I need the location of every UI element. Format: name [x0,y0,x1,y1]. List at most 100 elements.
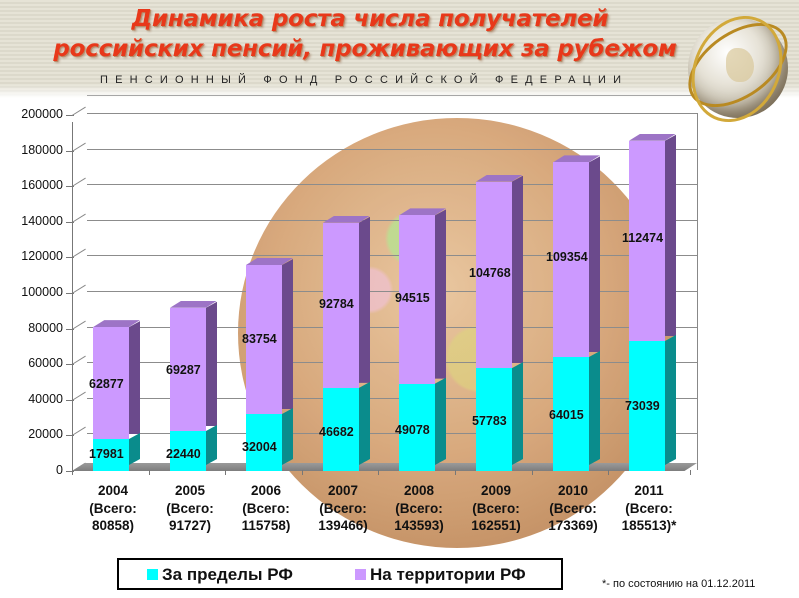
y-tick-mark [66,364,74,365]
y-tick-label: 0 [56,463,63,477]
x-label-line: 2009 [480,483,512,498]
y-tick-mark [66,257,74,258]
y-tick-mark [66,151,74,152]
value-label-abroad: 64015 [549,408,584,422]
x-tick-mark [608,470,609,475]
chart-title-line2: российских пенсий, проживающих за рубежо… [53,36,677,62]
y-tick-label: 200000 [21,107,63,121]
y-tick-label: 140000 [21,214,63,228]
y-tick-connector [71,355,86,365]
x-label-2008: 2008 (Всего: 143593) [381,482,457,535]
y-tick-mark [66,186,74,187]
y-tick-connector [71,177,86,187]
x-label-line: 173369) [548,518,598,533]
legend-swatch-abroad [147,569,158,580]
value-label-home: 104768 [469,266,511,280]
x-label-line: 185513)* [621,518,677,533]
y-tick-label: 180000 [21,143,63,157]
x-label-2011: 2011 (Всего: 185513)* [611,482,687,535]
y-tick-connector [71,320,86,330]
value-label-home: 112474 [622,231,664,245]
x-label-line: 80858) [91,518,135,533]
value-label-home: 92784 [319,297,354,311]
y-tick-connector [71,391,86,401]
y-tick-label: 20000 [28,427,63,441]
x-tick-mark [455,470,456,475]
x-label-line: (Всего: [472,500,520,516]
gridline [87,291,697,292]
y-tick-connector [71,426,86,436]
x-label-2006: 2006 (Всего: 115758) [228,482,304,535]
x-label-line: (Всего: [549,500,597,516]
chart-legend: За пределы РФ На территории РФ [117,558,563,590]
value-label-abroad: 17981 [89,447,124,461]
globe-logo-icon [673,0,799,138]
x-tick-mark [302,470,303,475]
globe-land-shape [726,48,754,82]
x-label-line: (Всего: [625,500,673,516]
y-tick-label: 80000 [28,321,63,335]
x-tick-mark [225,470,226,475]
value-label-abroad: 46682 [319,425,354,439]
value-label-home: 83754 [242,332,277,346]
gridline [87,149,697,150]
legend-item-abroad: За пределы РФ [147,565,293,585]
x-label-line: 162551) [471,518,521,533]
x-label-line: 2011 [634,483,664,498]
y-tick-connector [71,248,86,258]
x-label-line: (Всего: [319,500,367,516]
y-tick-label: 160000 [21,178,63,192]
x-label-2005: 2005 (Всего: 91727) [152,482,228,535]
gridline [87,398,697,399]
x-label-line: 2006 [250,483,282,498]
y-tick-mark [66,400,74,401]
gridline [87,327,697,328]
value-label-abroad: 49078 [395,423,430,437]
y-axis-line [72,122,73,472]
x-label-line: 2007 [327,483,359,498]
y-tick-mark [66,115,74,116]
x-label-2007: 2007 (Всего: 139466) [305,482,381,535]
y-tick-connector [71,284,86,294]
x-label-2004: 2004 (Всего: 80858) [75,482,151,535]
value-label-home: 69287 [166,363,201,377]
y-tick-mark [66,329,74,330]
chart-subtitle: ПЕНСИОННЫЙ ФОНД РОССИЙСКОЙ ФЕДЕРАЦИИ [100,74,629,86]
x-label-line: (Всего: [166,500,214,516]
x-tick-mark [690,470,691,475]
x-tick-mark [532,470,533,475]
legend-label-home: На территории РФ [370,565,526,584]
legend-label-abroad: За пределы РФ [162,565,293,584]
legend-swatch-home [355,569,366,580]
value-label-home: 109354 [546,250,588,264]
x-label-line: 91727) [168,518,212,533]
x-label-line: 139466) [318,518,368,533]
footnote: *- по состоянию на 01.12.2011 [602,578,756,590]
value-label-home: 62877 [89,377,124,391]
x-label-line: 2005 [174,483,206,498]
value-label-abroad: 73039 [625,399,660,413]
x-tick-mark [378,470,379,475]
x-label-line: 2004 [97,483,129,498]
x-label-line: 115758) [241,518,291,533]
slide-header [0,0,799,98]
y-tick-label: 60000 [28,356,63,370]
x-label-line: 143593) [394,518,444,533]
x-label-line: (Всего: [242,500,290,516]
gridline [87,362,697,363]
y-tick-mark [66,222,74,223]
plot-floor [72,463,697,471]
y-tick-mark [66,435,74,436]
x-label-line: (Всего: [395,500,443,516]
value-label-abroad: 57783 [472,414,507,428]
y-tick-label: 120000 [21,249,63,263]
y-tick-mark [66,293,74,294]
gridline [87,184,697,185]
x-label-line: 2010 [557,483,589,498]
y-tick-label: 100000 [21,285,63,299]
legend-item-home: На территории РФ [355,565,526,585]
globe-background-image [238,118,676,548]
x-tick-mark [72,470,73,475]
gridline [87,255,697,256]
